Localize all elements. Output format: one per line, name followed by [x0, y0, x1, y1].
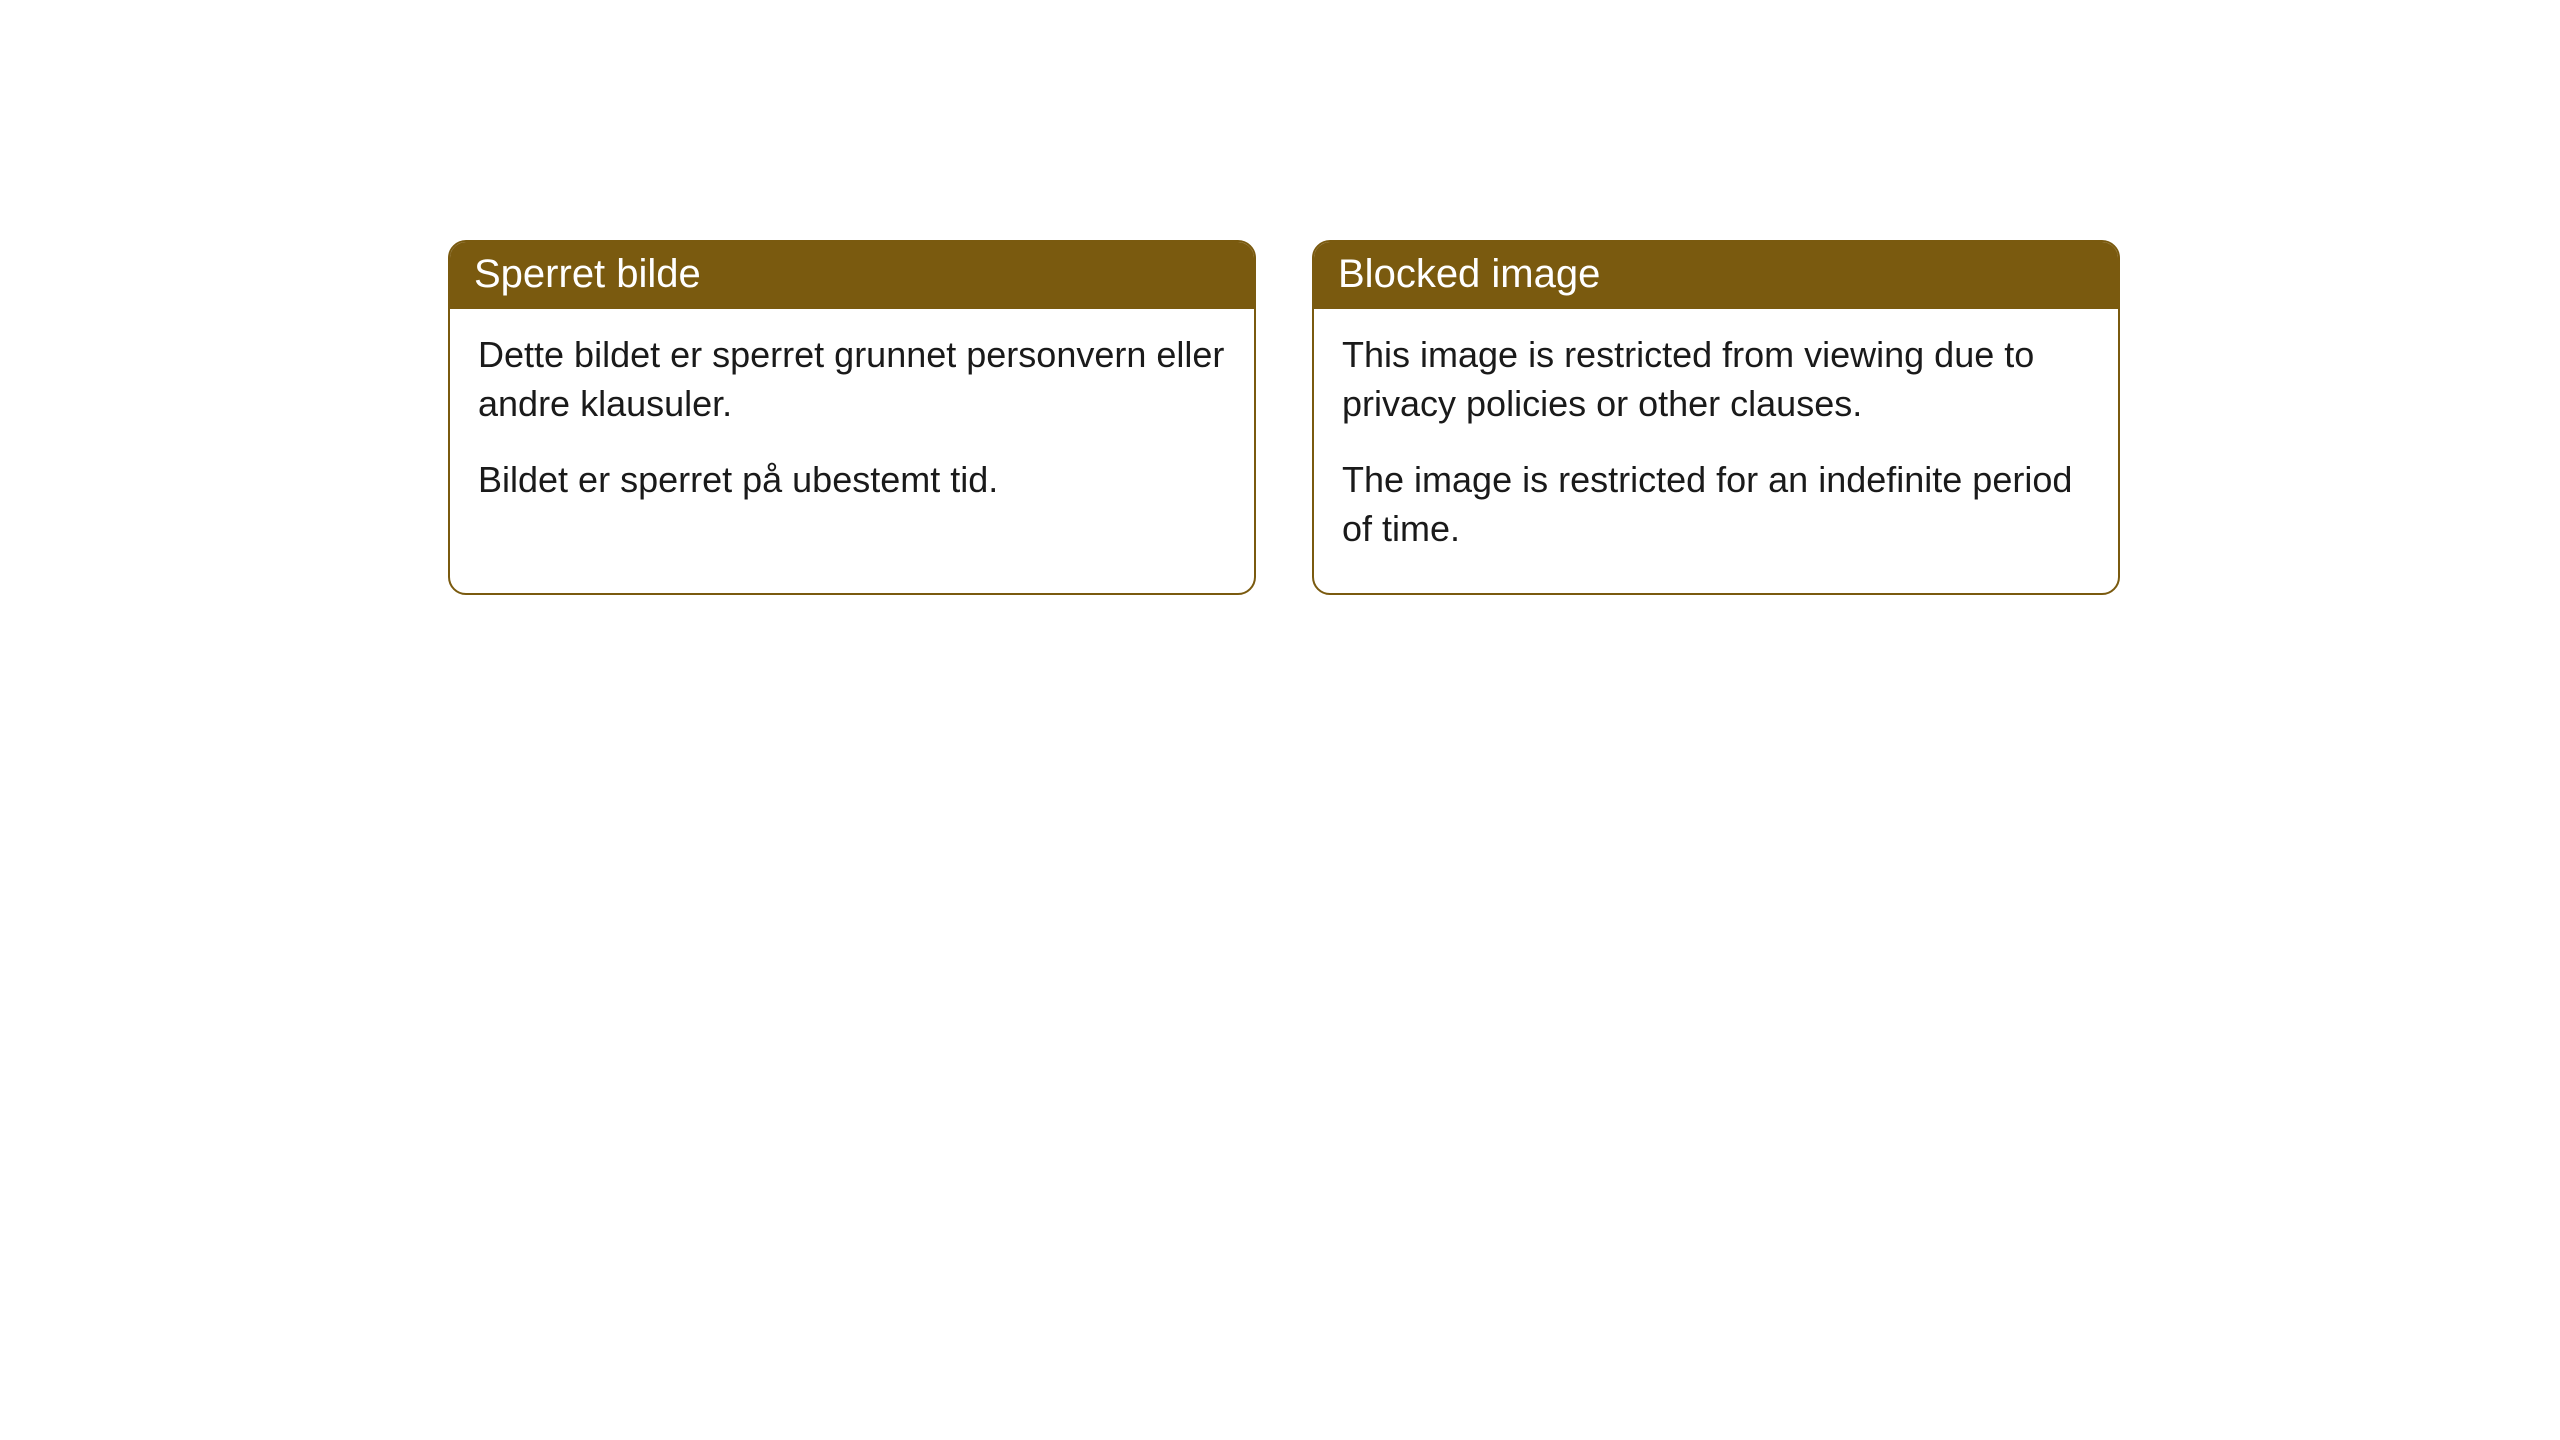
card-header: Sperret bilde	[450, 242, 1254, 309]
card-paragraph: Dette bildet er sperret grunnet personve…	[478, 331, 1226, 428]
card-paragraph: This image is restricted from viewing du…	[1342, 331, 2090, 428]
card-body: This image is restricted from viewing du…	[1314, 309, 2118, 593]
card-paragraph: Bildet er sperret på ubestemt tid.	[478, 456, 1226, 505]
notice-cards-container: Sperret bilde Dette bildet er sperret gr…	[448, 240, 2120, 595]
blocked-image-card-english: Blocked image This image is restricted f…	[1312, 240, 2120, 595]
blocked-image-card-norwegian: Sperret bilde Dette bildet er sperret gr…	[448, 240, 1256, 595]
card-title: Blocked image	[1338, 252, 1600, 296]
card-title: Sperret bilde	[474, 252, 701, 296]
card-body: Dette bildet er sperret grunnet personve…	[450, 309, 1254, 545]
card-header: Blocked image	[1314, 242, 2118, 309]
card-paragraph: The image is restricted for an indefinit…	[1342, 456, 2090, 553]
